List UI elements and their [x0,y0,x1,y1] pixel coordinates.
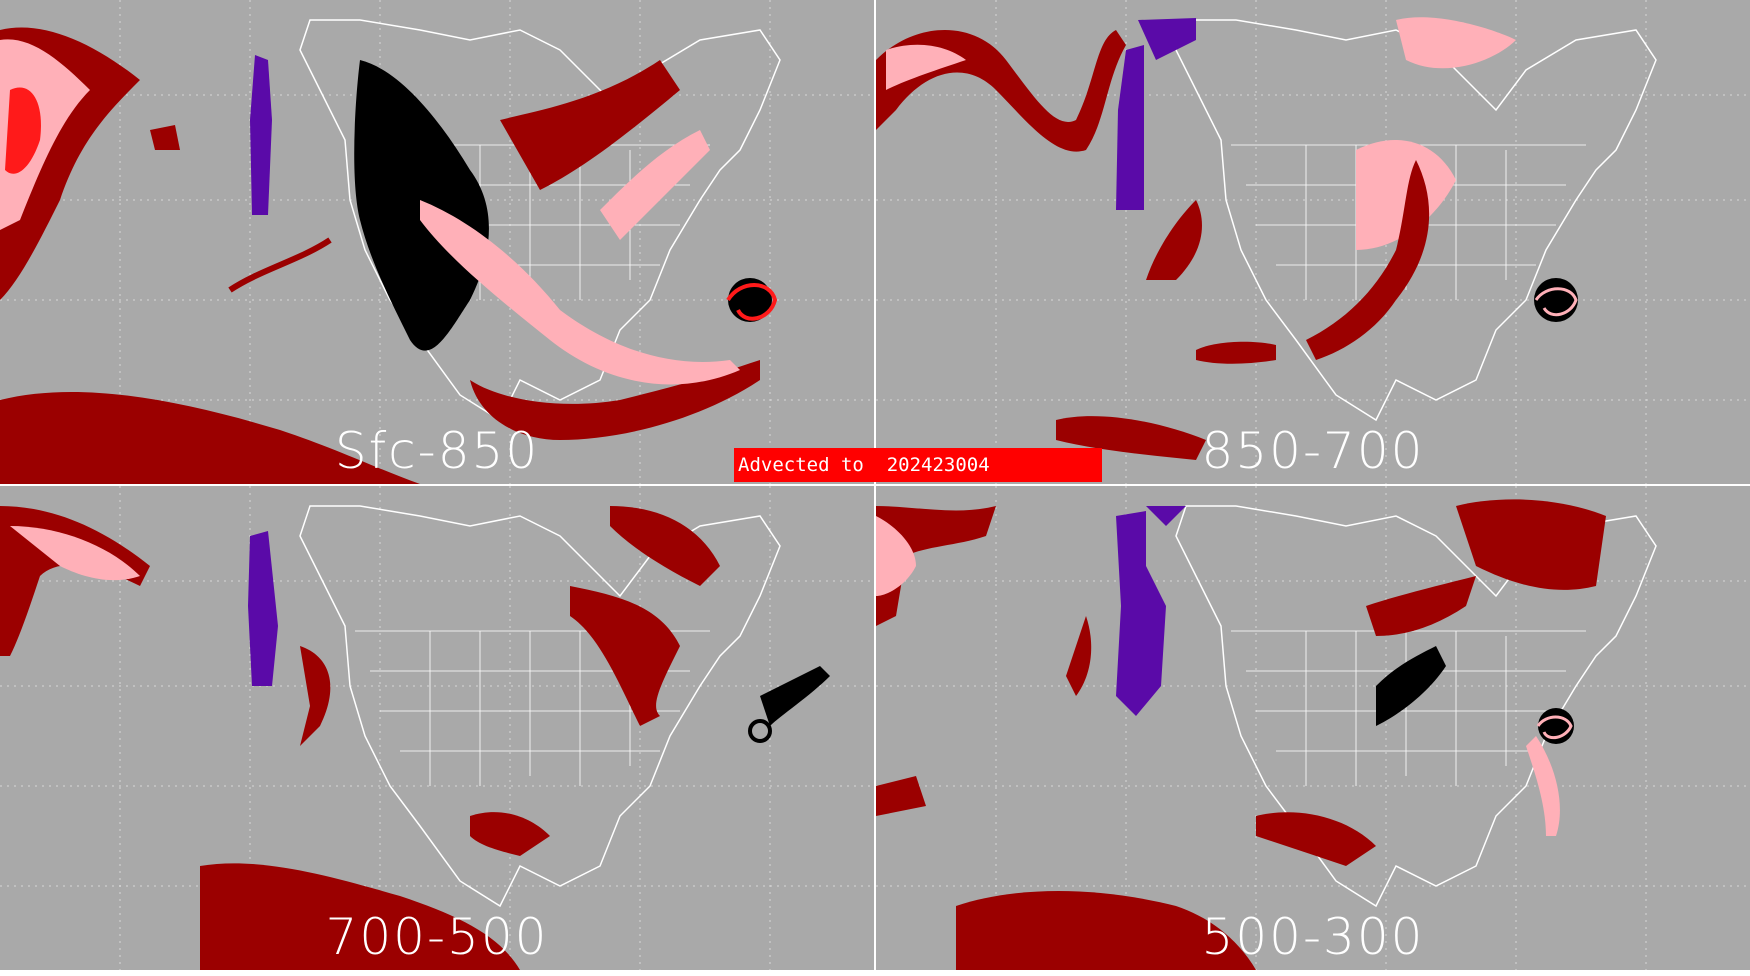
map-850-700 [876,0,1750,484]
map-500-300 [876,486,1750,970]
map-700-500 [0,486,874,970]
panel-label: 700-500 [325,908,549,966]
map-sfc-850 [0,0,874,484]
panel-label: 850-700 [1201,422,1425,480]
panel-850-700: 850-700 [876,0,1750,484]
panel-label: 500-300 [1201,908,1425,966]
panel-label: Sfc-850 [334,422,540,480]
advected-banner: Advected to 202423004 [734,448,1102,482]
panel-sfc-850: Sfc-850 [0,0,874,484]
panel-700-500: 700-500 [0,486,874,970]
panel-500-300: 500-300 [876,486,1750,970]
